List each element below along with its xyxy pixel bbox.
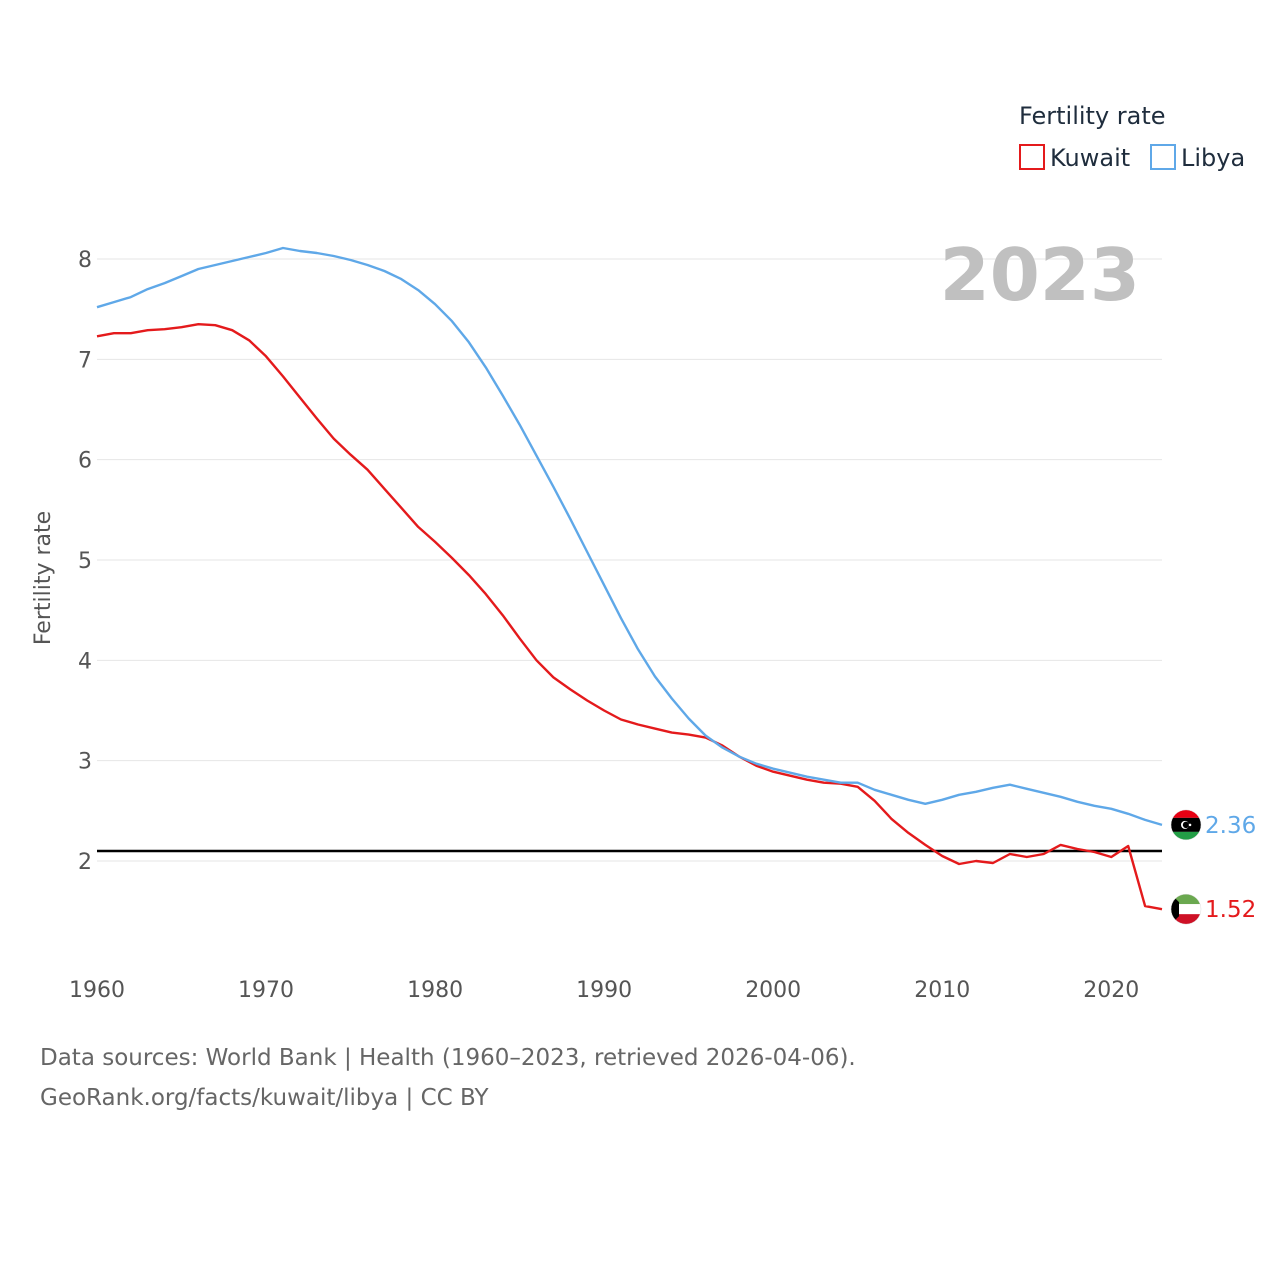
y-tick-label: 3 bbox=[78, 750, 92, 775]
y-axis-ticks: 2 3 4 5 6 7 8 bbox=[78, 248, 92, 875]
y-tick-label: 6 bbox=[78, 449, 92, 474]
x-tick-label: 1980 bbox=[407, 978, 463, 1003]
y-tick-label: 8 bbox=[78, 248, 92, 273]
legend-swatch-libya[interactable] bbox=[1150, 144, 1176, 170]
series-line-kuwait bbox=[96, 323, 1163, 911]
source-line: Data sources: World Bank | Health (1960–… bbox=[40, 1045, 856, 1071]
legend-label-kuwait[interactable]: Kuwait bbox=[1050, 144, 1130, 172]
x-tick-label: 2010 bbox=[914, 978, 970, 1003]
flag-libya-icon bbox=[1170, 809, 1202, 841]
legend-label-libya[interactable]: Libya bbox=[1181, 144, 1245, 172]
y-tick-label: 4 bbox=[78, 649, 92, 674]
legend-swatch-kuwait[interactable] bbox=[1019, 144, 1045, 170]
x-tick-label: 1990 bbox=[576, 978, 632, 1003]
flag-kuwait-icon bbox=[1170, 893, 1202, 925]
end-value-label-libya: 2.36 bbox=[1205, 813, 1256, 839]
series-lines bbox=[96, 246, 1163, 911]
x-axis-ticks: 1960 1970 1980 1990 2000 2010 2020 bbox=[69, 978, 1139, 1003]
x-tick-label: 2000 bbox=[745, 978, 801, 1003]
series-line-libya bbox=[96, 246, 1163, 827]
x-tick-label: 1970 bbox=[238, 978, 294, 1003]
y-tick-label: 7 bbox=[78, 348, 92, 373]
legend-title: Fertility rate bbox=[1019, 102, 1166, 130]
end-markers: 1.52 2.36 bbox=[1170, 809, 1256, 925]
end-value-label-kuwait: 1.52 bbox=[1205, 897, 1256, 923]
gridlines bbox=[97, 258, 1162, 862]
site-credit-line: GeoRank.org/facts/kuwait/libya | CC BY bbox=[40, 1085, 489, 1111]
legend: Fertility rate Kuwait Libya bbox=[1019, 102, 1245, 172]
y-tick-label: 5 bbox=[78, 549, 92, 574]
x-tick-label: 1960 bbox=[69, 978, 125, 1003]
y-tick-label: 2 bbox=[78, 850, 92, 875]
x-tick-label: 2020 bbox=[1083, 978, 1139, 1003]
year-display: 2023 bbox=[940, 233, 1140, 317]
y-axis-label: Fertility rate bbox=[31, 511, 56, 645]
